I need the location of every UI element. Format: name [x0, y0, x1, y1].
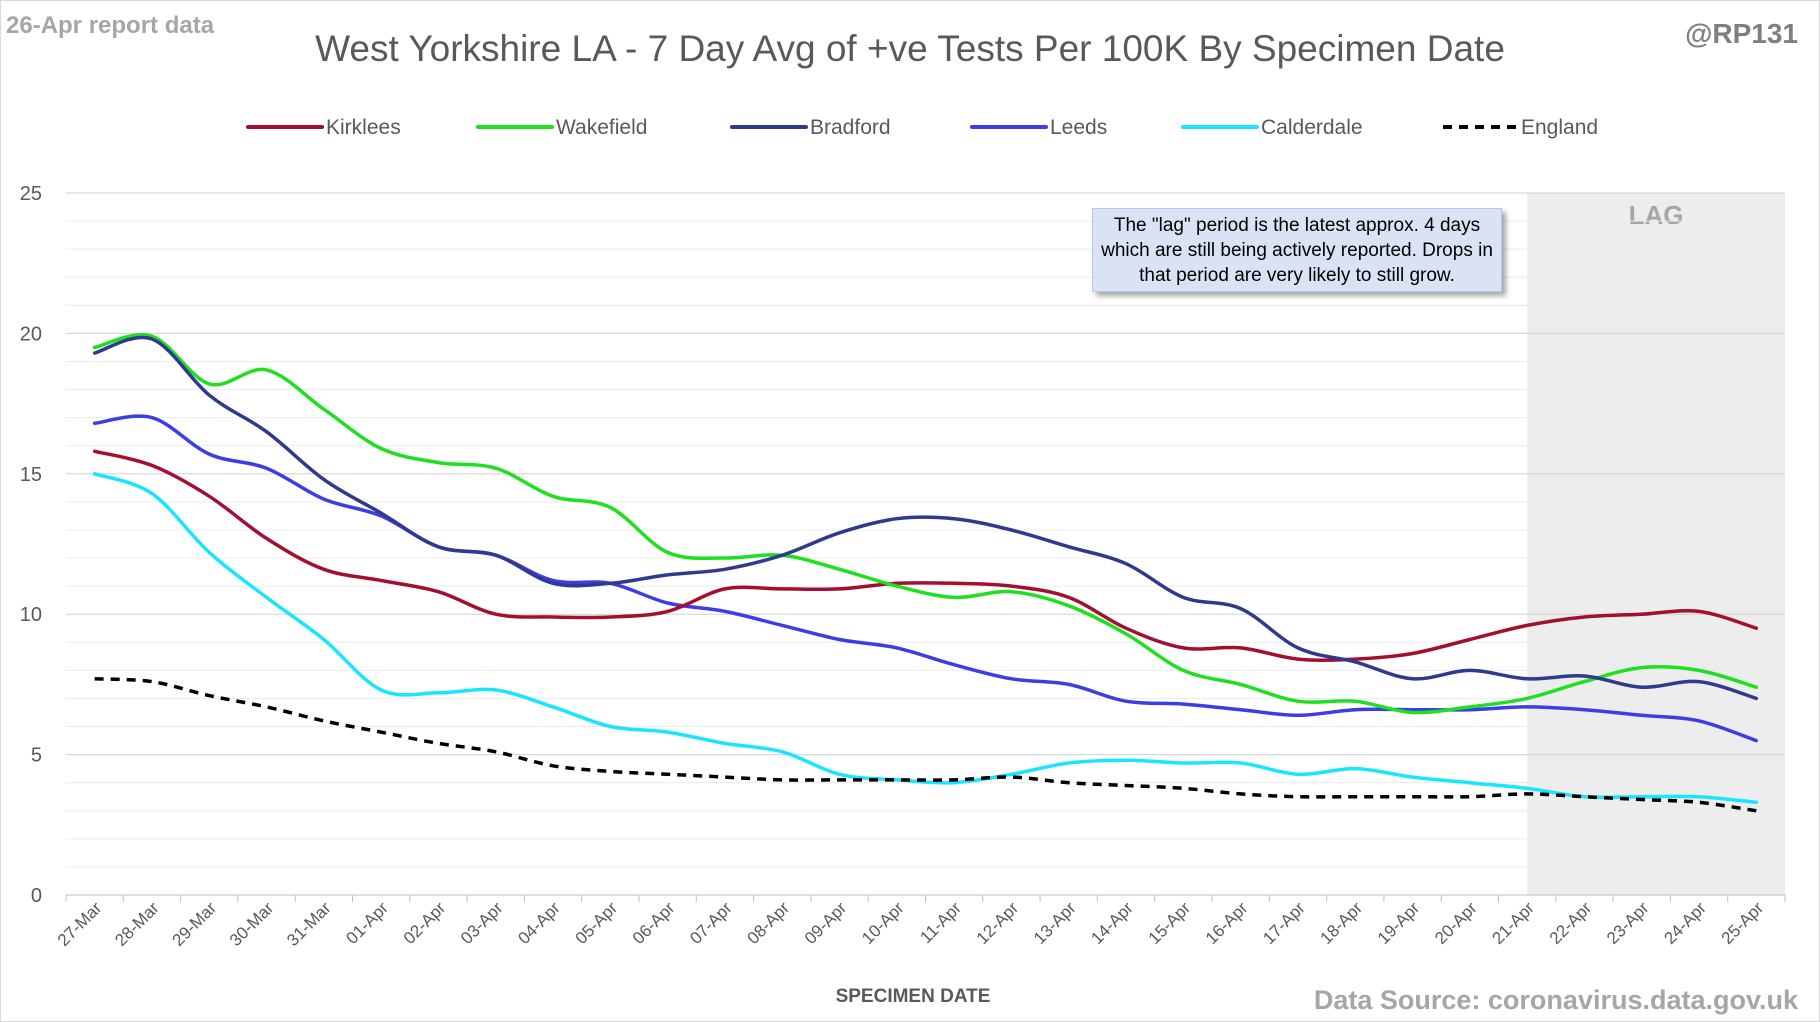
series-line-wakefield: [92, 333, 1759, 715]
legend-label-leeds: Leeds: [1050, 116, 1107, 139]
x-tick-label: 23-Apr: [1603, 898, 1653, 948]
y-tick-label: 25: [20, 183, 42, 205]
series-line-leeds: [92, 414, 1759, 743]
axes: 0 5 10 15 20 25 27-Mar 28-Mar 29-Mar 30-Mar 31-Mar…: [20, 183, 1786, 950]
x-tick-label: 29-Mar: [169, 898, 221, 950]
x-tick-label: 19-Apr: [1374, 898, 1424, 948]
y-tick-label: 20: [20, 323, 42, 345]
x-tick-label: 08-Apr: [744, 898, 794, 948]
x-tick-label: 03-Apr: [457, 898, 507, 948]
series-line-bradford: [92, 335, 1759, 701]
lag-shading: [1527, 193, 1785, 895]
lag-label: LAG: [1629, 200, 1684, 230]
x-tick-label: 24-Apr: [1660, 898, 1710, 948]
y-tick-label: 15: [20, 464, 42, 486]
series-line-england: [94, 677, 1757, 813]
x-tick-label: 10-Apr: [858, 898, 908, 948]
x-tick-label: 04-Apr: [514, 898, 564, 948]
x-tick-label: 30-Mar: [226, 898, 278, 950]
x-tick-label: 17-Apr: [1259, 898, 1309, 948]
x-tick-label: 18-Apr: [1317, 898, 1367, 948]
x-tick-label: 09-Apr: [801, 898, 851, 948]
x-tick-label: 21-Apr: [1488, 898, 1538, 948]
legend-label-calderdale: Calderdale: [1261, 116, 1363, 139]
x-tick-label: 02-Apr: [400, 898, 450, 948]
series-line-calderdale: [92, 472, 1759, 805]
lag-note-box: The "lag" period is the latest approx. 4…: [1092, 208, 1502, 292]
x-tick-label: 27-Mar: [54, 898, 106, 950]
report-date-label: 26-Apr report data: [6, 12, 215, 39]
x-tick-label: 12-Apr: [973, 898, 1023, 948]
data-source-label: Data Source: coronavirus.data.gov.uk: [1313, 985, 1798, 1015]
chart-title: West Yorkshire LA - 7 Day Avg of +ve Tes…: [315, 28, 1505, 69]
x-tick-label: 20-Apr: [1431, 898, 1481, 948]
legend: Kirklees Wakefield Bradford Leeds Calderdale…: [246, 116, 1598, 139]
legend-label-england: England: [1521, 116, 1598, 139]
y-tick-label: 5: [31, 745, 42, 767]
x-tick-label: 25-Apr: [1718, 898, 1768, 948]
legend-label-wakefield: Wakefield: [556, 116, 647, 139]
x-tick-label: 01-Apr: [342, 898, 392, 948]
x-tick-label: 15-Apr: [1145, 898, 1195, 948]
author-handle: @RP131: [1685, 18, 1798, 49]
x-tick-label: 14-Apr: [1087, 898, 1137, 948]
x-tick-label: 31-Mar: [283, 898, 335, 950]
y-tick-label: 0: [31, 885, 42, 907]
gridlines: [66, 192, 1785, 868]
x-axis-title: SPECIMEN DATE: [836, 986, 991, 1007]
x-tick-label: 22-Apr: [1546, 898, 1596, 948]
x-tick-label: 16-Apr: [1202, 898, 1252, 948]
legend-label-kirklees: Kirklees: [326, 116, 401, 139]
x-tick-label: 06-Apr: [629, 898, 679, 948]
x-tick-label: 11-Apr: [916, 898, 965, 947]
series-lines: [92, 333, 1759, 813]
x-tick-label: 13-Apr: [1030, 898, 1080, 948]
y-tick-label: 10: [20, 604, 42, 626]
x-tick-label: 28-Mar: [111, 898, 163, 950]
x-tick-label: 07-Apr: [686, 898, 736, 948]
series-line-kirklees: [92, 449, 1759, 662]
lag-region: LAG: [1527, 193, 1785, 895]
x-tick-label: 05-Apr: [572, 898, 622, 948]
legend-label-bradford: Bradford: [810, 116, 891, 139]
